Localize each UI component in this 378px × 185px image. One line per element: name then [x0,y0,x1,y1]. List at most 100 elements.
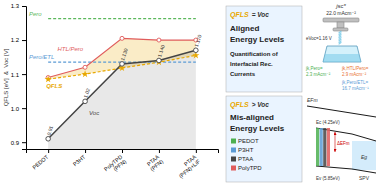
y-tick: 1.1 [11,72,26,78]
y-tick: 0.9 [11,140,26,146]
annotation: > Voc [252,101,270,108]
annotation: QFLS [230,101,249,109]
point [81,70,88,77]
series-line [48,18,196,19]
annotation: 2.9 mAcm⁻² [342,72,367,77]
point [83,99,88,104]
point [45,75,52,82]
glass-water [323,54,361,62]
annotation: jk,Pero= [305,66,323,71]
annotation: eVoc=1.16 V [306,36,332,41]
x-axis-line [27,150,219,154]
y-tick-label: 1.1 [11,72,20,78]
text-boxes: QFLS= VocAlignedEnergy LevelsQuantificat… [226,6,302,182]
data-label: 1.170 [193,34,203,48]
series-line [48,50,196,139]
y-tick: 1.0 [11,106,26,112]
annotation: Ec (4.25eV) [316,120,340,125]
htl-bar [323,128,326,166]
tap-head [333,28,348,31]
x-tick-label-line: (PFN)+LiF [178,158,202,179]
series-labels: PeroPero/ETLHTL/PeroQFLSVoc [29,11,99,117]
annotation: Currents [230,71,256,77]
point [157,58,162,63]
annotation: Ev (5.85eV) [316,176,340,181]
annotation: 16.7 mAcm⁻¹ [342,86,369,91]
x-tick-label: PEDOT [31,153,50,170]
x-tick-label: PTAA(PFN)+LiF [174,153,202,179]
figure: 0.91.01.11.21.3PEDOTP3HTPolyTPD(PFN)PTAA… [0,0,378,185]
legend-label: PTAA [238,156,253,162]
chart-container: 0.91.01.11.21.3PEDOTP3HTPolyTPD(PFN)PTAA… [0,0,378,185]
annotation: Eg [361,154,367,160]
legend-swatch [231,148,236,153]
legend-label: P3HT [238,147,254,153]
glass [323,46,361,62]
point [194,48,199,53]
data-label: 0.91 [45,125,54,136]
efm-line [307,106,376,117]
point [46,136,51,141]
point [120,36,124,40]
x-tick: PEDOT [31,149,50,170]
annotation: 22.0 mAcm⁻² [326,10,356,16]
box-misaligned [226,96,302,182]
delta-efm-arrow [335,132,336,152]
y-tick-mark [22,142,26,143]
annotation: ΔEFm [337,141,350,146]
x-tick-label-line: PEDOT [31,153,50,170]
data-label: 1.140 [156,44,166,58]
annotation: Quantification of [230,51,279,57]
legend-swatch [231,157,236,162]
annotation: Interfacial Rec. [230,61,273,67]
annotation: QFLS [230,11,249,19]
series-label: HTL/Pero [57,46,83,52]
series-label: Pero [29,11,42,17]
tap-pipe [323,18,359,22]
x-tick: PolyTPD(PFN) [103,149,127,177]
htl-bar [316,128,319,166]
data-label: 1.130 [119,47,129,61]
annotation: Aligned [230,24,259,33]
y-axis-title: QFLS [eV] & Voc [V] [3,48,9,106]
y-tick: 1.2 [11,37,26,43]
annotation: jk,Pero/ETL= [341,80,369,85]
legend-swatch [231,166,236,171]
htl-bar [320,128,323,166]
x-tick: PTAA(PFN) [145,149,164,172]
x-tick-mark [122,149,123,153]
annotation: 2.3 mAcm⁻² [306,72,331,77]
ev-line [316,166,376,173]
energy-diagram: EFmEc (4.25eV)ΔEFmEgEv (5.85eV)SPV [307,97,376,181]
legend-label: PEDOT [238,138,259,144]
annotation: Energy Levels [230,124,285,133]
y-tick-label: 0.9 [11,140,20,146]
tap-schematic: jsc*22.0 mAcm⁻² eVoc=1.16 V jk,Pero=2.3 mA… [305,3,369,91]
box-aligned [226,6,302,92]
point [120,62,125,67]
x-tick: PTAA(PFN)+LiF [174,149,202,179]
x-tick-label-line: P3HT [72,153,87,167]
y-axis-line [22,7,27,150]
bandgap-fill [352,141,376,170]
x-tick-label-line: (PFN) [112,158,127,172]
data-label: 1.02 [82,87,91,98]
annotation: jsc* [335,3,346,9]
series-line [48,38,196,77]
point [157,38,161,42]
x-tick-mark [48,149,49,153]
annotation: EFm [307,97,318,103]
point [155,58,162,65]
annotation: jk,HTL/Pero= [341,66,369,71]
y-tick-mark [22,6,26,7]
series-label: Pero/ETL [29,54,54,60]
y-tick-mark [22,40,26,41]
plot-area [45,19,200,149]
series-label: Voc [89,110,99,116]
tap-spout [337,22,344,28]
x-tick-mark [196,149,197,153]
htl-bar [327,128,330,166]
point [83,65,87,69]
legend: PEDOTP3HTPTAAPolyTPD [231,138,262,171]
y-tick-label: 1.2 [11,37,20,43]
